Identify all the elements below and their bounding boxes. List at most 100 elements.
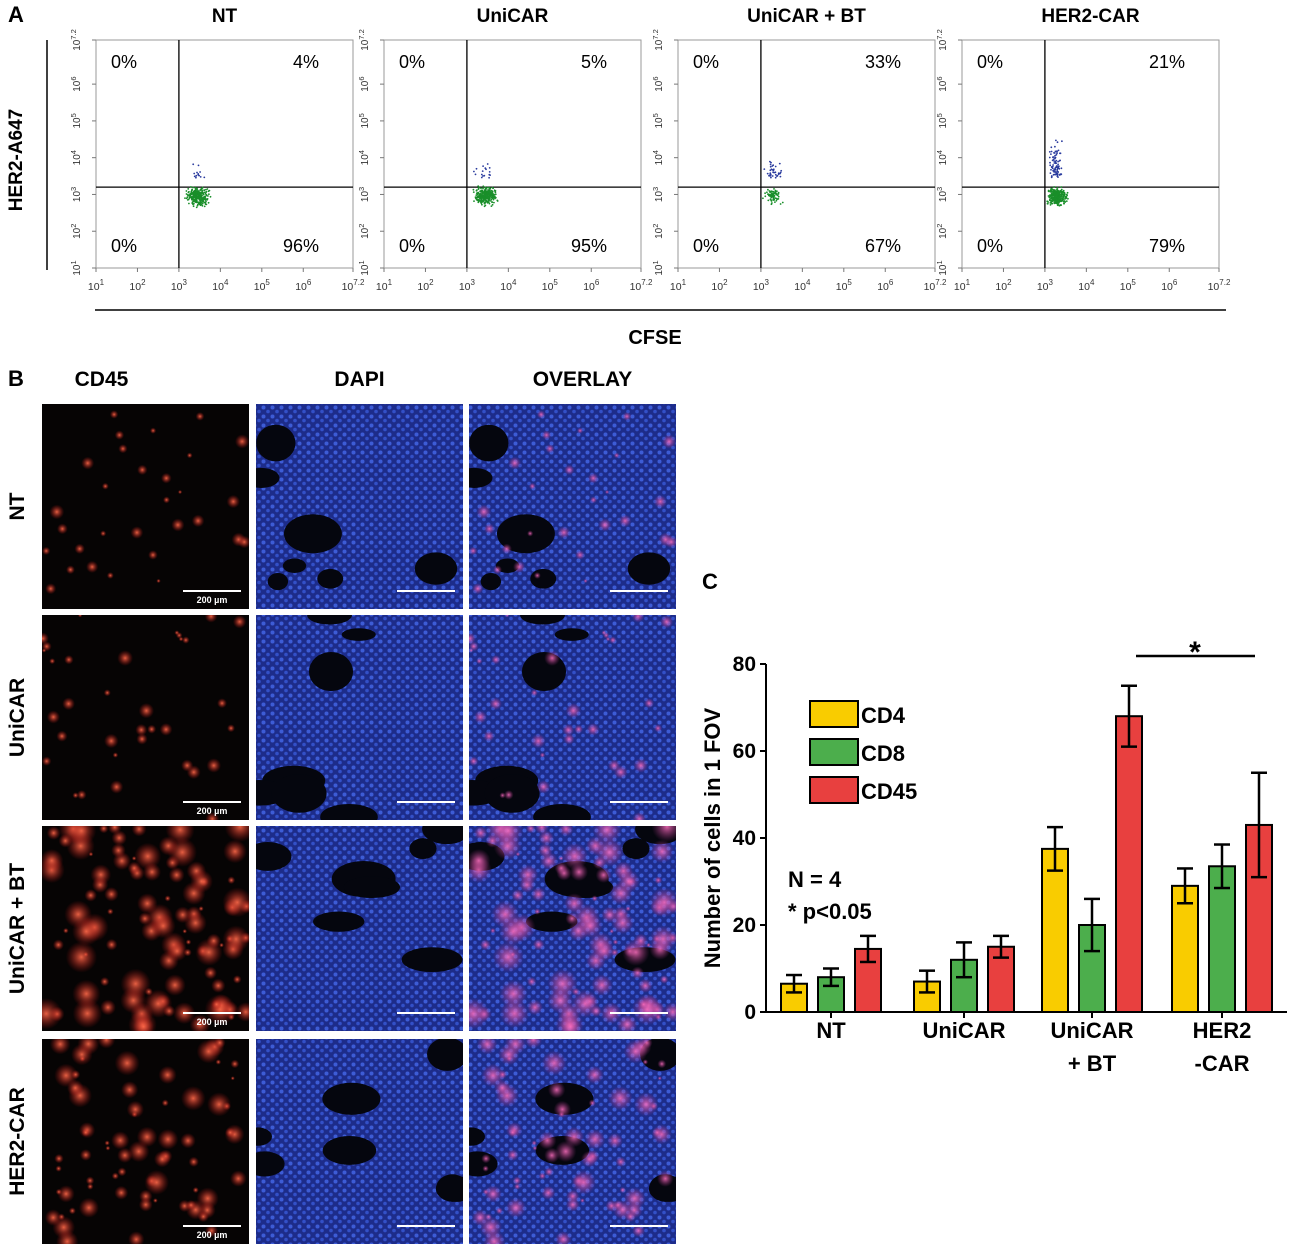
micro-row-header: UniCAR + BT (6, 863, 29, 994)
significance-star: * (1189, 636, 1201, 669)
flow-x-tick-label: 106 (295, 278, 312, 293)
flow-x-tick-label: 103 (753, 278, 770, 293)
micro-image-cd45: 200 µm (42, 826, 249, 1031)
flow-y-tick-label: 103 (651, 187, 665, 202)
quadrant-upper-right: 4% (293, 52, 319, 72)
flow-plot: UniCAR 101 102 103 104 105 106 107.2 101 102 103 10… (357, 6, 653, 293)
micro-image-cd45: 200 µm (42, 615, 249, 820)
micro-image-cd45: 200 µm (42, 404, 249, 609)
scale-bar-label: 200 µm (197, 1017, 228, 1027)
flow-x-tick-label: 104 (1078, 278, 1095, 293)
micro-column-header: OVERLAY (533, 368, 633, 391)
flow-plot-frame (95, 39, 354, 269)
flow-x-tick-label: 104 (212, 278, 229, 293)
quadrant-upper-left: 0% (693, 52, 719, 72)
micro-image-overlay (469, 615, 676, 820)
legend-label: CD4 (861, 703, 906, 728)
micro-image-overlay (469, 404, 676, 609)
flow-y-tick-label: 107.2 (69, 29, 83, 51)
flow-y-tick-label: 103 (69, 187, 83, 202)
quadrant-upper-right: 21% (1149, 52, 1185, 72)
bar-cd4 (1041, 847, 1069, 1013)
flow-plot-frame (383, 39, 642, 269)
micro-column-header: DAPI (334, 368, 384, 391)
flow-x-tick-label: 104 (794, 278, 811, 293)
chart-x-tick-label: UniCAR + BT (1050, 1018, 1133, 1076)
flow-x-tick-label: 101 (670, 278, 687, 293)
microscopy-grid: CD45 DAPI OVERLAY NT 200 µm UniCAR 200 µm UniCA… (6, 368, 676, 1244)
flow-x-tick-label: 106 (1161, 278, 1178, 293)
flow-x-tick-label: 105 (542, 278, 559, 293)
quadrant-lower-right: 96% (283, 236, 319, 256)
flow-y-tick-label: 106 (935, 76, 949, 91)
flow-y-tick-label: 107.2 (935, 29, 949, 51)
scale-bar-label: 200 µm (197, 1230, 228, 1240)
flow-events (184, 163, 212, 209)
chart-y-tick-label: 0 (744, 1001, 756, 1024)
legend-swatch-cd8 (809, 738, 859, 766)
flow-y-tick-label: 107.2 (357, 29, 371, 51)
flow-x-tick-label: 107.2 (924, 278, 947, 293)
flow-x-tick-label: 107.2 (630, 278, 653, 293)
flow-plot: HER2-CAR 101 102 103 104 105 106 107.2 101 102 103… (935, 6, 1231, 293)
flow-plot-title: UniCAR (477, 6, 549, 27)
flow-events (1046, 139, 1069, 207)
flow-y-tick-label: 102 (69, 224, 83, 239)
flow-y-tick-label: 103 (935, 187, 949, 202)
flow-x-tick-label: 107.2 (1208, 278, 1231, 293)
flow-plot-title: UniCAR + BT (747, 6, 866, 27)
quadrant-upper-right: 5% (581, 52, 607, 72)
flow-y-tick-label: 101 (651, 260, 665, 275)
scale-bar-label: 200 µm (197, 595, 228, 605)
flow-x-axis-label: CFSE (628, 327, 681, 349)
flow-plot-frame (961, 39, 1220, 269)
micro-image-overlay (469, 1039, 676, 1244)
flow-x-tick-label: 102 (711, 278, 728, 293)
chart-y-tick-label: 80 (733, 653, 756, 676)
flow-y-tick-label: 106 (651, 76, 665, 91)
flow-y-tick-label: 107.2 (651, 29, 665, 51)
quadrant-upper-left: 0% (977, 52, 1003, 72)
flow-cytometry-panels: NT 101 102 103 104 105 106 107.2 101 102 103 104 105… (69, 6, 1231, 293)
chart-annotation-p: * p<0.05 (788, 899, 872, 924)
quadrant-lower-left: 0% (693, 236, 719, 256)
micro-image-cd45: 200 µm (42, 1039, 249, 1244)
bar-chart: 0 20 40 60 80 Number of cells in 1 FOV NT UniCA… (700, 636, 1287, 1076)
micro-image-overlay (469, 826, 676, 1031)
flow-events (472, 163, 499, 208)
chart-annotation-n: N = 4 (788, 867, 842, 892)
flow-y-tick-label: 104 (651, 150, 665, 165)
flow-y-tick-label: 106 (69, 76, 83, 91)
flow-y-tick-label: 101 (69, 260, 83, 275)
flow-x-tick-label: 101 (88, 278, 105, 293)
chart-y-tick-label: 20 (733, 914, 756, 937)
flow-x-tick-label: 102 (417, 278, 434, 293)
flow-x-tick-label: 102 (995, 278, 1012, 293)
flow-y-tick-label: 103 (357, 187, 371, 202)
flow-y-tick-label: 105 (357, 113, 371, 128)
chart-y-label: Number of cells in 1 FOV (700, 707, 725, 968)
quadrant-lower-left: 0% (111, 236, 137, 256)
micro-row-header: NT (6, 492, 29, 520)
flow-x-tick-label: 103 (459, 278, 476, 293)
micro-column-header: CD45 (75, 368, 129, 391)
flow-y-tick-label: 101 (935, 260, 949, 275)
flow-x-tick-label: 101 (954, 278, 971, 293)
flow-x-tick-label: 103 (1037, 278, 1054, 293)
quadrant-upper-left: 0% (111, 52, 137, 72)
quadrant-lower-right: 79% (1149, 236, 1185, 256)
flow-y-tick-label: 105 (69, 113, 83, 128)
flow-plot-frame (677, 39, 936, 269)
bar-cd8 (1208, 865, 1236, 1014)
flow-plot: UniCAR + BT 101 102 103 104 105 106 107.2 101 102… (651, 6, 947, 293)
micro-image-dapi (256, 615, 463, 820)
flow-x-tick-label: 105 (1120, 278, 1137, 293)
legend-label: CD8 (861, 741, 905, 766)
chart-y-tick-label: 60 (733, 740, 756, 763)
flow-events (762, 160, 784, 206)
micro-image-dapi (256, 1039, 463, 1244)
flow-y-tick-label: 102 (935, 224, 949, 239)
chart-x-tick-label: UniCAR (922, 1018, 1005, 1043)
quadrant-upper-right: 33% (865, 52, 901, 72)
